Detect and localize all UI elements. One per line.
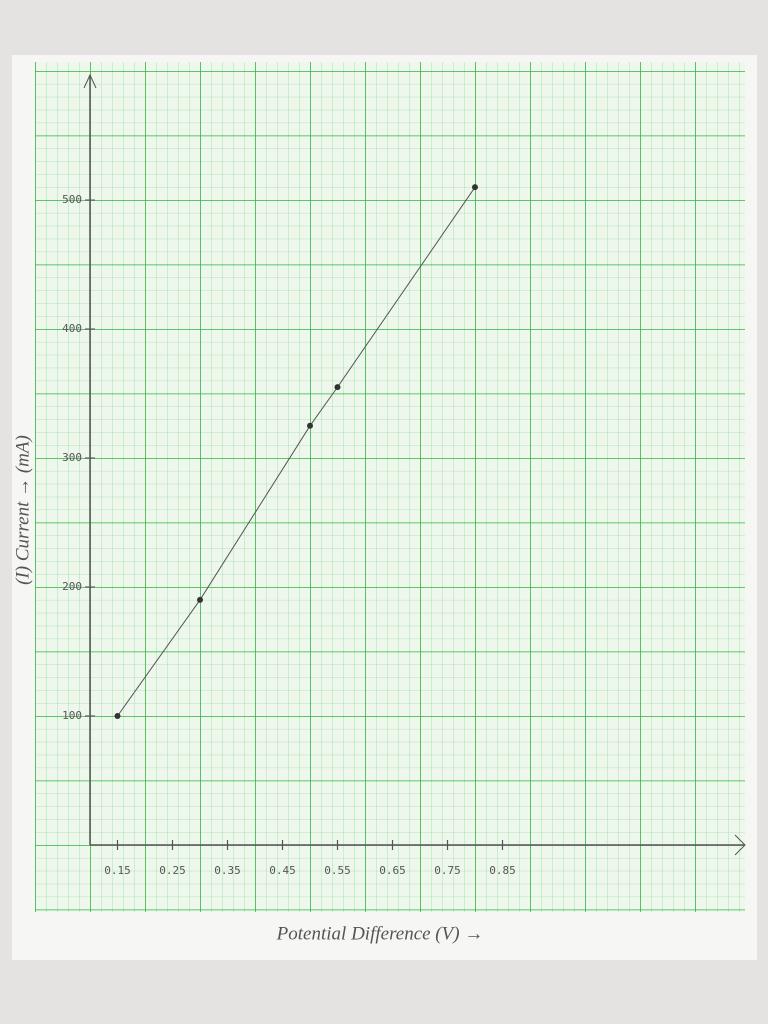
x-tick-label: 0.65: [379, 864, 406, 877]
x-tick-label: 0.75: [434, 864, 461, 877]
data-point: [472, 184, 478, 191]
graph-paper-major: [35, 62, 745, 912]
data-point: [334, 384, 341, 391]
y-axis-label: (I) Current → (mA): [12, 435, 33, 585]
y-tick-label: 100: [62, 709, 82, 722]
x-tick-label: 0.35: [214, 864, 241, 877]
y-tick-label: 200: [62, 580, 82, 593]
y-tick-label: 500: [62, 193, 82, 206]
data-point: [114, 713, 121, 720]
x-tick-label: 0.25: [159, 864, 186, 877]
y-tick-label: 300: [62, 451, 82, 464]
data-point: [307, 422, 313, 429]
x-tick-label: 0.85: [489, 864, 516, 877]
data-point: [197, 596, 203, 603]
x-tick-label: 0.55: [324, 864, 351, 877]
x-arrow: [734, 834, 746, 856]
y-tick-label: 400: [62, 322, 82, 335]
x-tick-label: 0.15: [104, 864, 131, 877]
x-tick-label: 0.45: [269, 864, 296, 877]
x-axis-label: Potential Difference (V) →: [276, 923, 484, 944]
y-arrow: [83, 73, 97, 89]
